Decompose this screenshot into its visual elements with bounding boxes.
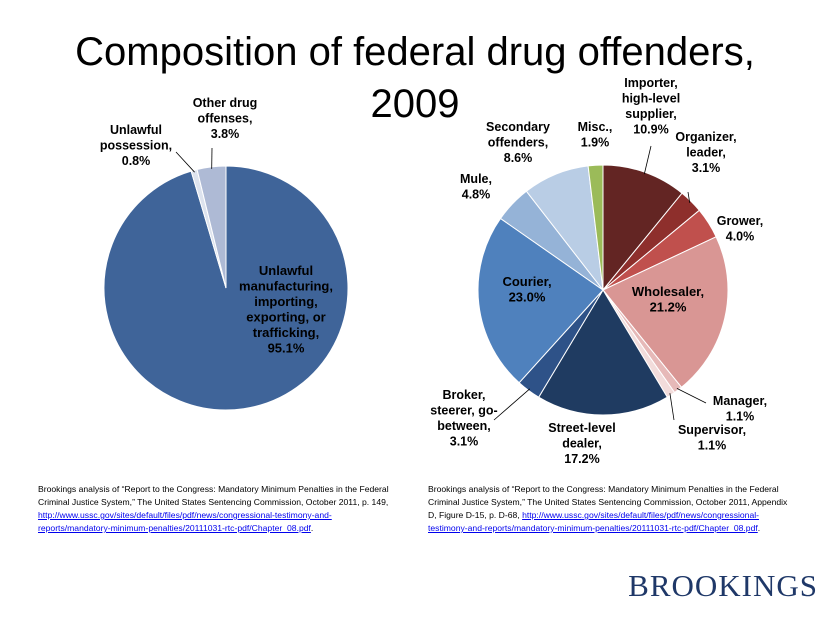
- pie-label-manager: Manager, 1.1%: [713, 394, 767, 424]
- pie-label-courier: Courier, 23.0%: [502, 274, 551, 305]
- pie-label-street-level-dealer: Street-level dealer, 17.2%: [548, 421, 615, 466]
- pie-labels: Unlawful manufacturing, importing, exportin…: [100, 76, 767, 466]
- pie-label-wholesaler: Wholesaler, 21.2%: [632, 284, 704, 315]
- brookings-logo: BROOKINGS: [628, 568, 818, 603]
- leader-line-supervisor: [669, 393, 675, 421]
- pie-label-secondary-offenders: Secondary offenders, 8.6%: [486, 120, 550, 165]
- pie-label-grower: Grower, 4.0%: [717, 214, 764, 244]
- pie-label-unlawful-possession: Unlawful possession, 0.8%: [100, 123, 172, 168]
- pie-label-supervisor: Supervisor, 1.1%: [678, 423, 746, 453]
- source-link-left[interactable]: http://www.ussc.gov/sites/default/files/…: [38, 510, 332, 533]
- source-note-left-text: Brookings analysis of “Report to the Con…: [38, 484, 389, 507]
- pie-slice-street-level-dealer: [538, 289, 668, 416]
- pie-slice-courier: [477, 217, 604, 384]
- pie-label-organizer-leader: Organizer, leader, 3.1%: [675, 130, 736, 175]
- chart-title-line-2: 2009: [370, 82, 460, 126]
- source-note-left: Brookings analysis of “Report to the Con…: [38, 484, 389, 533]
- pie-label-unlawful-manufacturing-importing-exporting-or-trafficking: Unlawful manufacturing, importing, exportin…: [239, 263, 333, 356]
- pie-slice-wholesaler: [602, 236, 729, 389]
- source-note-right-text: Brookings analysis of “Report to the Con…: [428, 484, 788, 520]
- pie-slice-misc: [587, 164, 604, 291]
- leader-line-unlawful-possession: [175, 151, 195, 173]
- leader-line-manager: [676, 388, 707, 404]
- source-note-right: Brookings analysis of “Report to the Con…: [428, 484, 788, 533]
- pie-chart-by-function: [477, 164, 729, 416]
- pie-label-mule: Mule, 4.8%: [460, 172, 492, 202]
- pie-label-importer-high-level-supplier: Importer, high-level supplier, 10.9%: [622, 76, 680, 137]
- leader-line-organizer-leader: [687, 191, 691, 203]
- chart-title: Composition of federal drug offenders, 2…: [0, 26, 830, 130]
- leader-line-importer-high-level-supplier: [643, 145, 652, 175]
- chart-title-line-1: Composition of federal drug offenders,: [75, 30, 755, 74]
- pie-label-broker-steerer-go-between: Broker, steerer, go-between, 3.1%: [430, 388, 497, 449]
- pie-label-other-drug-offenses: Other drug offenses, 3.8%: [193, 96, 258, 141]
- leader-line-broker-steerer-go-between: [493, 388, 531, 421]
- pie-label-misc: Misc., 1.9%: [578, 120, 613, 150]
- source-link-right[interactable]: http://www.ussc.gov/sites/default/files/…: [428, 510, 760, 533]
